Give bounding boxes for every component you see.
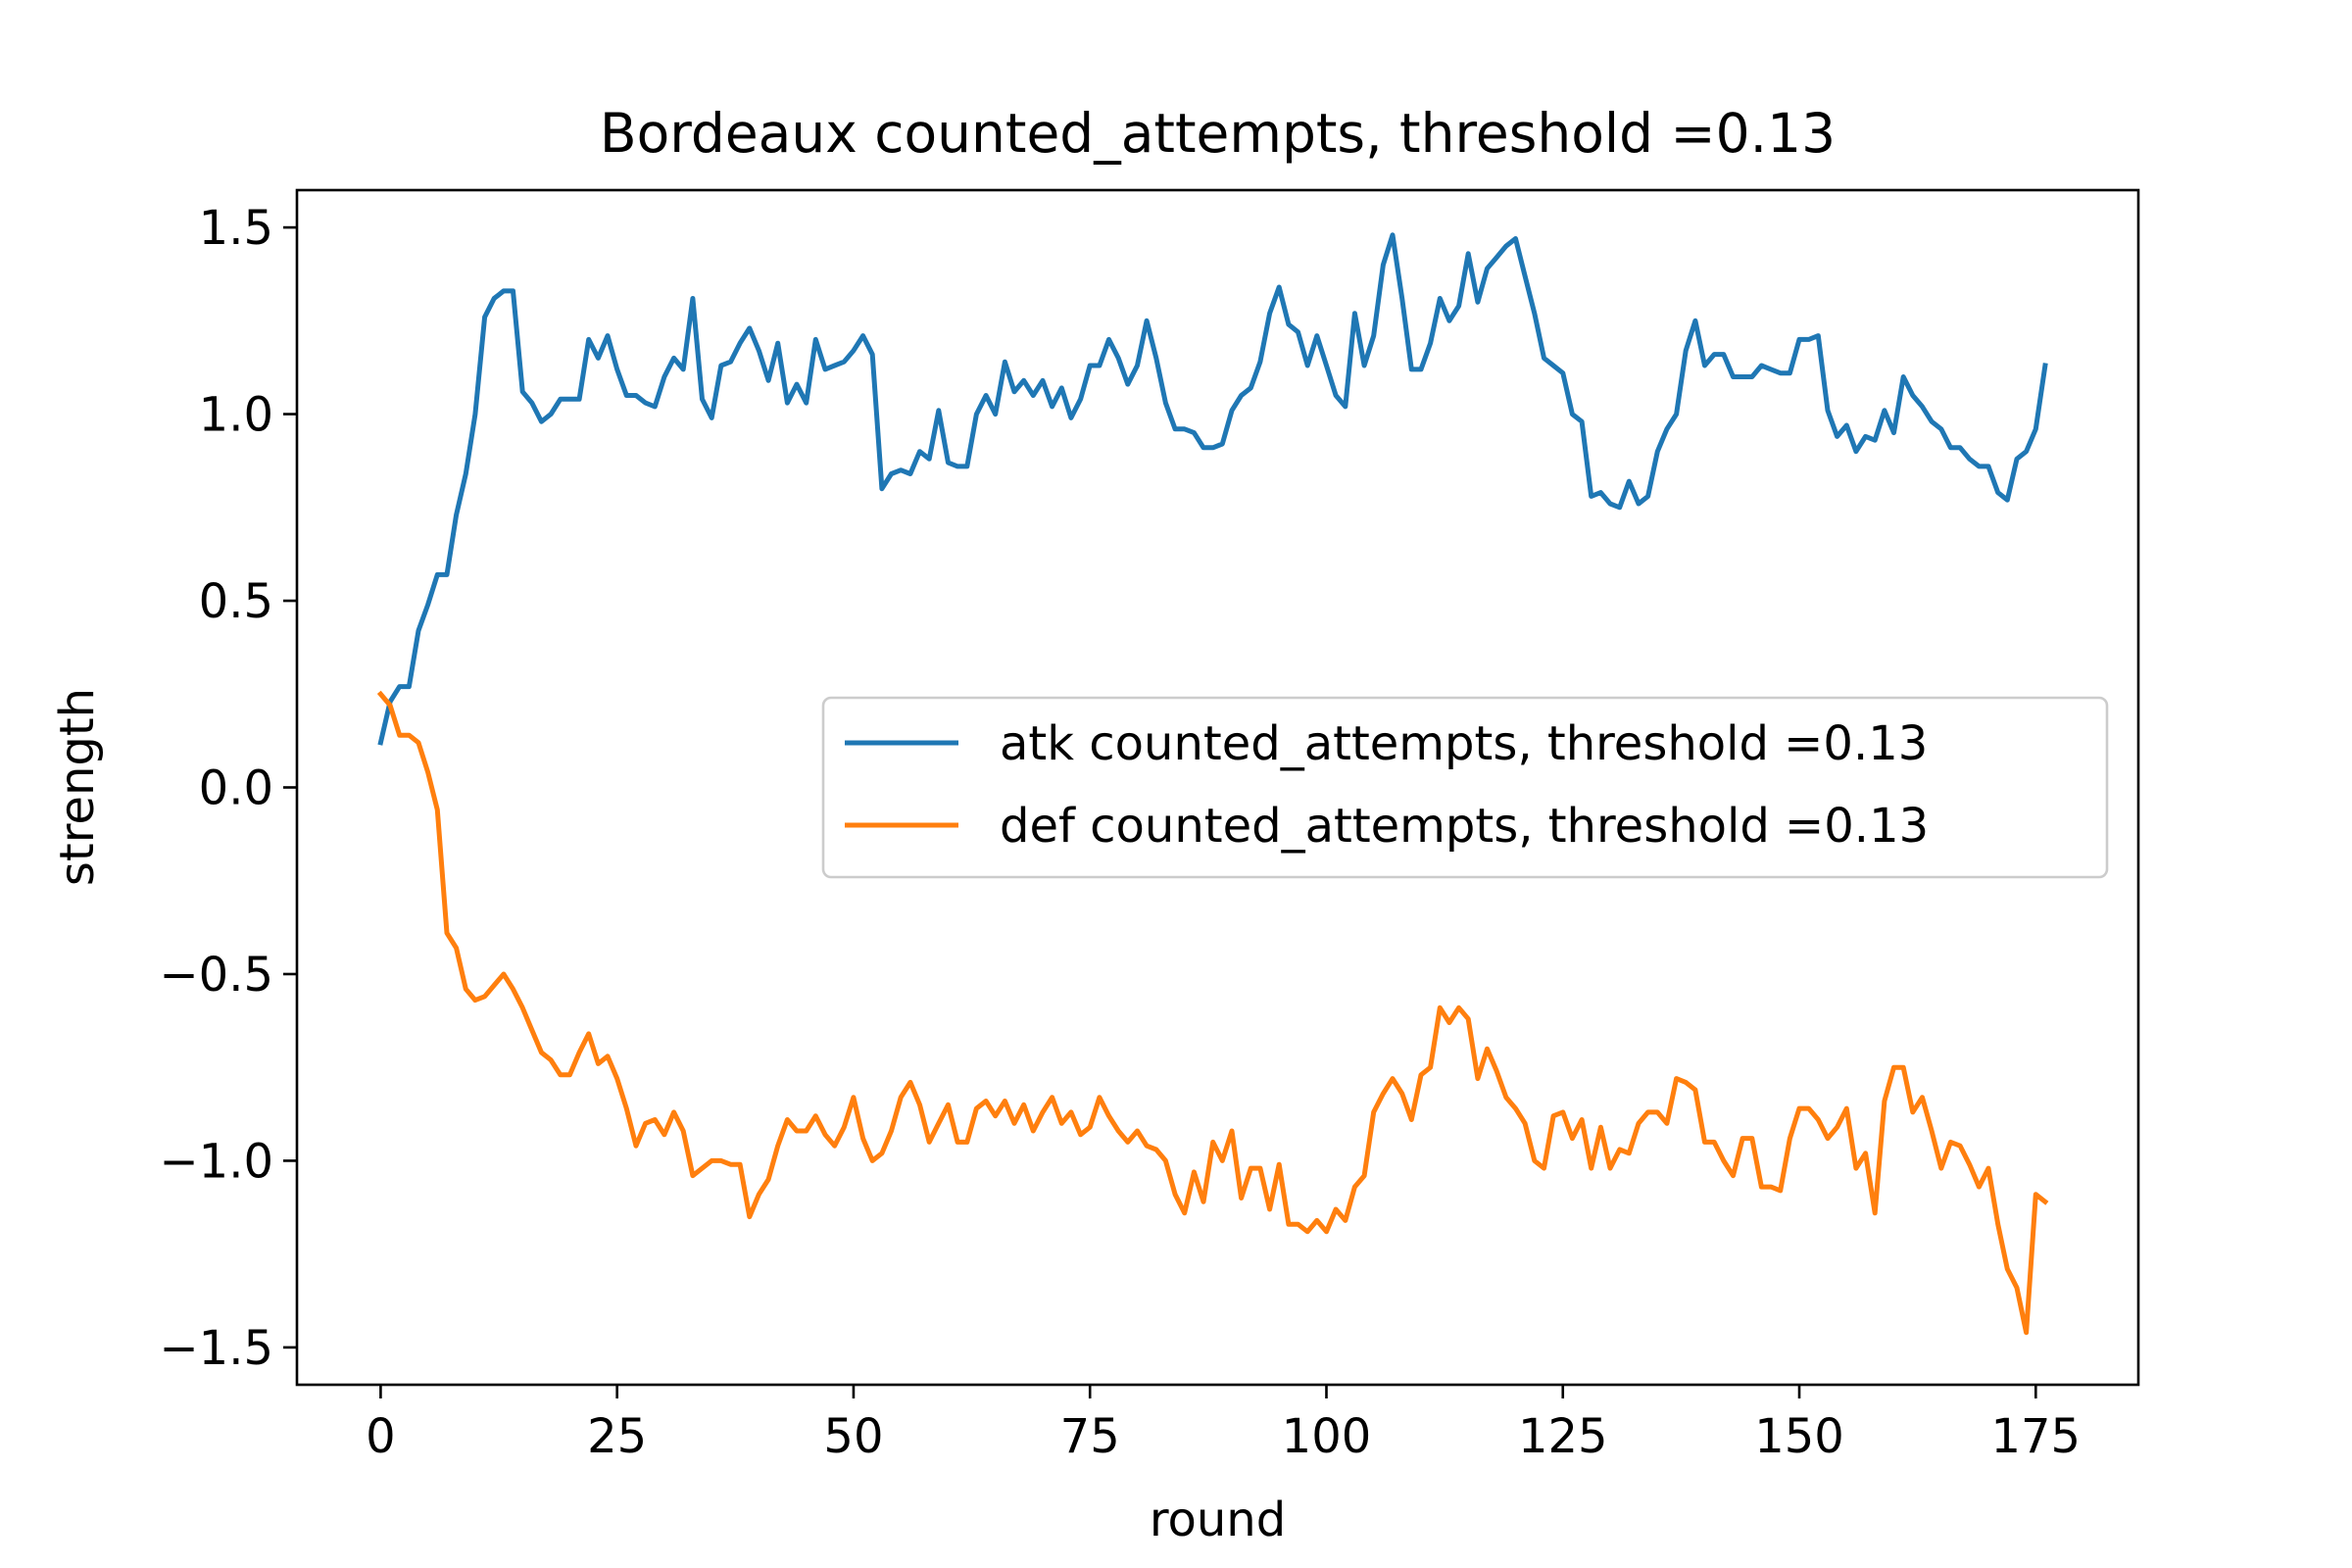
x-tick-label: 100 (1282, 1409, 1372, 1464)
x-tick-label: 25 (587, 1409, 647, 1464)
x-tick-label: 175 (1990, 1409, 2081, 1464)
chart-title: Bordeaux counted_attempts, threshold =0.… (600, 102, 1836, 165)
plot-area (376, 232, 2049, 1336)
y-tick-label: 1.0 (199, 388, 273, 443)
x-tick-label: 125 (1518, 1409, 1608, 1464)
y-axis-ticks: 1.5 1.0 0.5 0.0 −0.5 −1.0 −1.5 (159, 201, 297, 1376)
legend-box (821, 696, 2109, 879)
legend-label-def: def counted_attempts, threshold =0.13 (1000, 799, 1929, 854)
x-axis-label: round (1150, 1493, 1286, 1547)
x-tick-label: 75 (1060, 1409, 1120, 1464)
x-tick-label: 0 (366, 1409, 396, 1464)
legend: atk counted_attempts, threshold =0.13 de… (821, 696, 2109, 879)
x-tick-label: 50 (823, 1409, 883, 1464)
y-tick-label: −1.0 (159, 1134, 273, 1189)
y-tick-label: −0.5 (159, 948, 273, 1003)
y-axis-label: strength (50, 688, 105, 886)
x-tick-label: 150 (1754, 1409, 1844, 1464)
y-tick-label: 0.0 (199, 761, 273, 816)
y-tick-label: 0.5 (199, 574, 273, 629)
series-line-atk (377, 232, 2048, 746)
y-tick-label: −1.5 (159, 1321, 273, 1376)
series-line-def (376, 690, 2049, 1336)
x-axis-ticks: 0 25 50 75 100 125 150 175 (366, 1385, 2081, 1464)
legend-label-atk: atk counted_attempts, threshold =0.13 (1000, 716, 1928, 771)
y-tick-label: 1.5 (199, 201, 273, 256)
